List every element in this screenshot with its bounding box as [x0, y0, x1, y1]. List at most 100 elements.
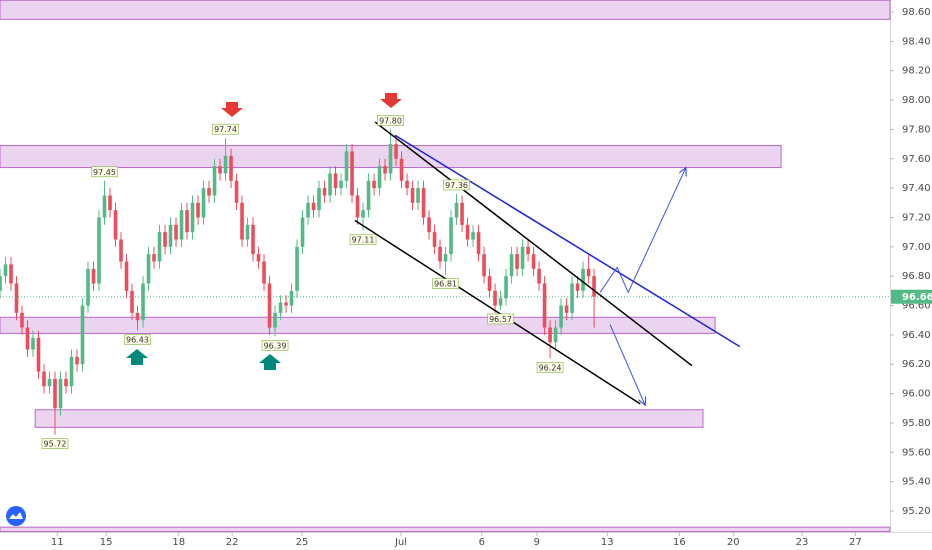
candle-body [289, 290, 294, 306]
candle-body [240, 202, 244, 240]
price-label: 96.43 [124, 334, 151, 345]
y-tick-label: 96.20 [902, 359, 931, 370]
candle-body [548, 327, 552, 343]
candle-body [295, 246, 299, 291]
x-tick-label: 6 [479, 537, 485, 548]
candle-body [69, 356, 74, 387]
price-label: 97.45 [91, 166, 118, 178]
y-tick-label: 97.60 [902, 154, 931, 165]
zone [0, 316, 716, 334]
y-tick-label: 95.60 [902, 447, 931, 458]
candle-body [366, 180, 371, 211]
price-label-text: 97.45 [93, 168, 116, 177]
price-label-box [349, 234, 377, 245]
price-label-text: 95.72 [44, 440, 67, 449]
candle-body [344, 151, 349, 181]
candle-body [383, 166, 387, 174]
price-label-text: 96.24 [539, 363, 562, 372]
x-tick-label: 18 [172, 537, 185, 548]
candle-body [218, 166, 222, 174]
candle-body [47, 378, 52, 387]
trend-line [374, 121, 693, 367]
candle-body [482, 254, 486, 277]
y-tick-label: 95.40 [902, 477, 931, 488]
candle-body [317, 188, 321, 211]
candle-body [493, 290, 497, 306]
x-tick-label: Jul [394, 537, 407, 548]
candle-body [130, 290, 134, 313]
candle-body [372, 180, 376, 189]
candle-body [361, 210, 365, 218]
price-label-text: 96.39 [264, 341, 287, 350]
candle-body [405, 180, 409, 189]
candle-body [124, 261, 129, 291]
candle-body [31, 337, 35, 350]
candle-body [586, 268, 591, 277]
candle-body [399, 158, 404, 181]
candle-body [394, 144, 398, 159]
price-label: 97.11 [349, 234, 377, 245]
candle-body [229, 155, 233, 181]
candle-body [300, 217, 305, 247]
y-tick-label: 97.80 [902, 124, 931, 135]
price-label-text: 97.11 [352, 236, 375, 245]
candle-body [196, 202, 200, 218]
price-label: 97.74 [212, 123, 239, 135]
last-price-text: 96.66 [902, 292, 932, 303]
candle-body [64, 378, 68, 387]
candle-body [460, 202, 464, 225]
candle-body [432, 232, 437, 247]
x-tick-label: 25 [296, 537, 309, 548]
price-label-text: 96.57 [489, 315, 512, 324]
candle-body [454, 202, 459, 218]
candle-body [388, 144, 393, 174]
trend-line [394, 134, 741, 348]
price-label-box [41, 438, 69, 449]
price-label-box [487, 313, 514, 325]
candle-body [80, 305, 85, 365]
candle-body [102, 195, 107, 218]
candle-body [465, 224, 470, 240]
candle-body [377, 166, 382, 189]
y-tick-label: 98.00 [902, 95, 931, 106]
candle-body [146, 254, 151, 284]
candle-body [515, 254, 519, 269]
price-label-box [443, 179, 470, 191]
last-price-tag [891, 289, 932, 304]
x-tick-label: 20 [727, 537, 740, 548]
candle-body [75, 356, 79, 365]
candle-body [25, 327, 30, 350]
candle-body [542, 283, 547, 328]
candle-body [152, 254, 156, 262]
candle-body [592, 276, 596, 297]
y-tick-label: 96.00 [902, 389, 931, 400]
y-tick-label: 95.80 [902, 418, 931, 429]
candle-body [53, 378, 57, 409]
zone [0, 526, 891, 533]
up-arrow-marker [126, 349, 148, 365]
up-arrow-marker [259, 354, 281, 370]
candle-body [256, 254, 261, 262]
candle-body [443, 254, 448, 262]
candle-body [212, 166, 217, 196]
candle-body [9, 264, 13, 284]
candle-body [157, 232, 162, 262]
candle-body [509, 254, 514, 277]
down-arrow-marker [380, 93, 402, 108]
candle-body [207, 188, 211, 196]
candle-body [163, 232, 167, 247]
plot-area: 95.72 97.45 96.43 97.74 96.39 97.11 97.80 96.81… [0, 0, 891, 533]
candle-body [504, 276, 508, 299]
candle-body [487, 276, 492, 291]
candle-body [333, 173, 338, 189]
zone [34, 409, 704, 428]
price-label-text: 96.81 [434, 280, 457, 289]
y-tick-label: 96.60 [902, 301, 931, 312]
candle-body [559, 305, 563, 328]
candle-body [190, 202, 195, 233]
candle-body [273, 312, 277, 328]
price-label-text: 96.43 [126, 335, 149, 344]
price-label-box [124, 334, 151, 345]
candle-body [234, 180, 239, 203]
